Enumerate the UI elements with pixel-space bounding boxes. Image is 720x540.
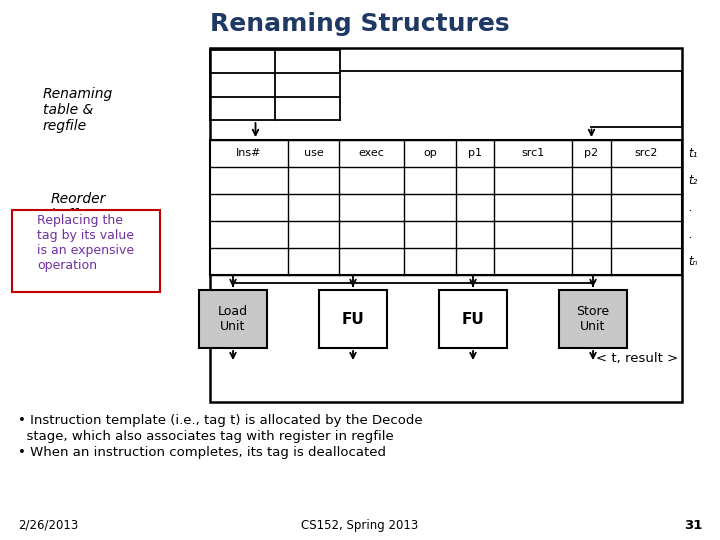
Text: • Instruction template (i.e., tag t) is allocated by the Decode: • Instruction template (i.e., tag t) is … — [18, 414, 423, 427]
Text: src2: src2 — [635, 148, 658, 159]
Text: tₙ: tₙ — [688, 255, 698, 268]
Text: Ins#: Ins# — [236, 148, 261, 159]
Bar — [199, 290, 267, 348]
Text: exec: exec — [359, 148, 384, 159]
Text: src1: src1 — [522, 148, 545, 159]
Bar — [12, 210, 160, 292]
Text: p2: p2 — [585, 148, 598, 159]
Text: t₂: t₂ — [688, 174, 698, 187]
Text: FU: FU — [462, 312, 485, 327]
Text: Renaming Structures: Renaming Structures — [210, 12, 510, 36]
Text: • When an instruction completes, its tag is deallocated: • When an instruction completes, its tag… — [18, 446, 386, 459]
Text: FU: FU — [341, 312, 364, 327]
Text: p1: p1 — [468, 148, 482, 159]
Text: use: use — [304, 148, 323, 159]
Text: Replacing the
tag by its value
is an expensive
operation: Replacing the tag by its value is an exp… — [37, 214, 135, 272]
Text: < t, result >: < t, result > — [595, 352, 678, 365]
Text: .: . — [688, 228, 692, 241]
Text: CS152, Spring 2013: CS152, Spring 2013 — [302, 519, 418, 532]
Bar — [439, 290, 507, 348]
Text: Load
Unit: Load Unit — [218, 305, 248, 333]
Text: Reorder
buffer: Reorder buffer — [50, 192, 106, 222]
Text: 2/26/2013: 2/26/2013 — [18, 519, 78, 532]
Text: .: . — [688, 201, 692, 214]
Text: stage, which also associates tag with register in regfile: stage, which also associates tag with re… — [18, 430, 394, 443]
Bar — [210, 48, 682, 402]
Text: Renaming
table &
regfile: Renaming table & regfile — [43, 87, 113, 133]
Bar — [319, 290, 387, 348]
Bar — [559, 290, 627, 348]
Text: t₁: t₁ — [688, 147, 698, 160]
Bar — [210, 140, 682, 275]
Text: op: op — [423, 148, 437, 159]
Text: Store
Unit: Store Unit — [577, 305, 610, 333]
Text: 31: 31 — [683, 519, 702, 532]
